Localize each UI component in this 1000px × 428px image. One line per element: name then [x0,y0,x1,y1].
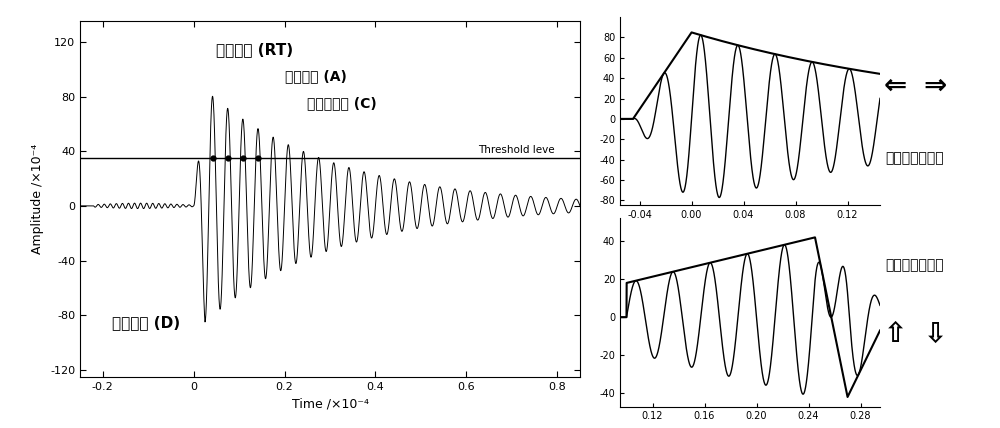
Text: 上升时间 (RT): 上升时间 (RT) [216,42,293,57]
Text: ⇩: ⇩ [923,320,947,348]
Text: 剪切声发射事件: 剪切声发射事件 [885,259,944,272]
Y-axis label: Amplitude /×10⁻⁴: Amplitude /×10⁻⁴ [31,144,44,254]
Text: 拉伸声发射事件: 拉伸声发射事件 [885,152,944,165]
Text: Threshold leve: Threshold leve [478,145,554,155]
Text: ⇐: ⇐ [883,71,907,100]
X-axis label: Time /×10⁻⁴: Time /×10⁻⁴ [292,397,368,410]
Text: ⇧: ⇧ [883,320,907,348]
Text: 声发射计数 (C): 声发射计数 (C) [307,97,377,110]
Text: ⇒: ⇒ [923,71,947,100]
Text: 最大振幅 (A): 最大振幅 (A) [285,69,346,83]
Text: 持续时间 (D): 持续时间 (D) [112,315,180,330]
